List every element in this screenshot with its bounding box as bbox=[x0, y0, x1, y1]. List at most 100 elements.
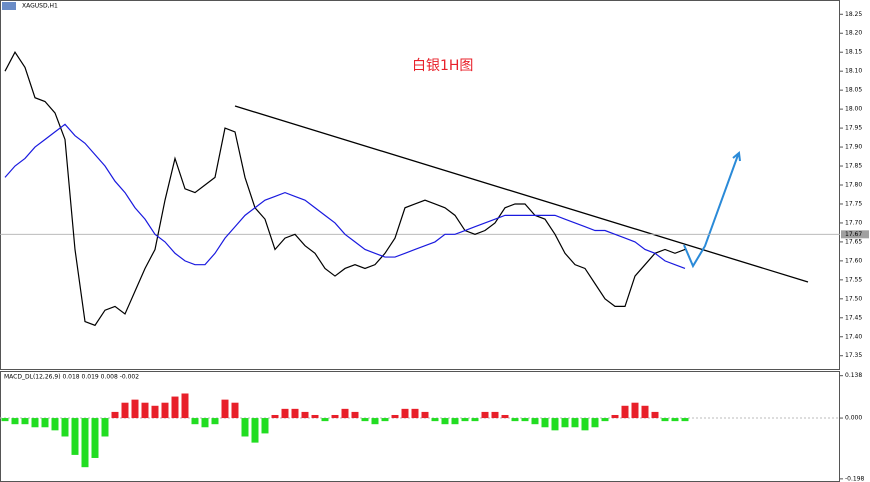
macd-bar bbox=[611, 414, 619, 419]
macd-bar bbox=[81, 418, 89, 468]
macd-bar bbox=[301, 411, 309, 419]
macd-bar bbox=[131, 399, 139, 419]
forecast-arrow bbox=[683, 154, 739, 269]
macd-bar bbox=[411, 408, 419, 419]
macd-bar bbox=[141, 402, 149, 419]
macd-bar bbox=[331, 414, 339, 419]
macd-bar bbox=[431, 418, 439, 422]
macd-bar bbox=[661, 418, 669, 422]
macd-bar bbox=[241, 418, 249, 437]
y-tick-label: 17.55 bbox=[845, 276, 862, 283]
macd-bar bbox=[61, 418, 69, 437]
macd-bar bbox=[151, 405, 159, 419]
macd-bar bbox=[71, 418, 79, 455]
y-tick-label: 18.05 bbox=[845, 87, 862, 94]
macd-bar bbox=[211, 418, 219, 425]
y-tick-label: 18.15 bbox=[845, 49, 862, 56]
macd-bar bbox=[591, 418, 599, 428]
macd-bar bbox=[501, 414, 509, 419]
macd-bar bbox=[671, 418, 679, 422]
y-tick-label: 17.65 bbox=[845, 238, 862, 245]
macd-bar bbox=[321, 418, 329, 422]
macd-bar bbox=[351, 411, 359, 419]
macd-bar bbox=[181, 393, 189, 419]
macd-bar bbox=[551, 418, 559, 431]
macd-bar bbox=[91, 418, 99, 458]
last-price-label: 17.67 bbox=[845, 231, 862, 238]
macd-bar bbox=[1, 418, 9, 422]
y-tick-label: 17.75 bbox=[845, 200, 862, 207]
last-price-box bbox=[841, 230, 869, 239]
macd-bar bbox=[401, 408, 409, 419]
y-tick-label: -0.198 bbox=[845, 475, 865, 482]
annotation: 白银1H图 bbox=[412, 58, 473, 74]
macd-bar bbox=[161, 402, 169, 419]
y-tick-label: 17.85 bbox=[845, 163, 862, 170]
symbol-icon bbox=[2, 2, 16, 10]
macd-bar bbox=[531, 418, 539, 425]
macd-bar bbox=[641, 405, 649, 419]
macd-bar bbox=[261, 418, 269, 434]
macd-bar bbox=[191, 418, 199, 425]
price-panel bbox=[0, 0, 840, 370]
y-tick-label: 0.000 bbox=[845, 415, 862, 422]
macd-bar bbox=[361, 418, 369, 422]
y-tick-label: 17.80 bbox=[845, 182, 862, 189]
y-tick-label: 17.35 bbox=[845, 352, 862, 359]
macd-bar bbox=[281, 408, 289, 419]
macd-bar bbox=[381, 418, 389, 422]
macd-bar bbox=[221, 399, 229, 419]
y-tick-label: 0.138 bbox=[845, 372, 862, 379]
y-tick-label: 18.25 bbox=[845, 11, 862, 18]
trend-line bbox=[234, 105, 809, 283]
y-tick-label: 17.70 bbox=[845, 219, 862, 226]
macd-bar bbox=[51, 418, 59, 431]
macd-bar bbox=[371, 418, 379, 425]
macd-title: MACD_DL(12,26,9) 0.018 0.019 0.008 -0.00… bbox=[4, 374, 139, 381]
price-line bbox=[4, 51, 686, 327]
macd-bar bbox=[651, 411, 659, 419]
macd-bar bbox=[491, 411, 499, 419]
macd-bar bbox=[541, 418, 549, 428]
macd-bar bbox=[571, 418, 579, 428]
y-tick-label: 17.90 bbox=[845, 144, 862, 151]
macd-bar bbox=[601, 418, 609, 422]
macd-bar bbox=[621, 405, 629, 419]
macd-bar bbox=[231, 402, 239, 419]
macd-bar bbox=[421, 411, 429, 419]
macd-bar bbox=[631, 402, 639, 419]
macd-bar bbox=[171, 396, 179, 419]
macd-bar bbox=[521, 418, 529, 422]
macd-bar bbox=[41, 418, 49, 428]
macd-bar bbox=[461, 418, 469, 422]
macd-bar bbox=[581, 418, 589, 431]
macd-bar bbox=[101, 418, 109, 437]
y-tick-label: 17.50 bbox=[845, 295, 862, 302]
macd-bar bbox=[341, 408, 349, 419]
macd-bar bbox=[441, 418, 449, 425]
macd-bar bbox=[561, 418, 569, 428]
macd-bar bbox=[271, 414, 279, 419]
y-tick-label: 17.40 bbox=[845, 333, 862, 340]
y-tick-label: 18.00 bbox=[845, 106, 862, 113]
macd-bar bbox=[311, 414, 319, 419]
macd-bar bbox=[121, 402, 129, 419]
macd-panel bbox=[0, 371, 840, 482]
y-tick-label: 17.45 bbox=[845, 314, 862, 321]
macd-bar bbox=[681, 418, 689, 422]
y-tick-label: 17.60 bbox=[845, 257, 862, 264]
macd-bar bbox=[471, 418, 479, 422]
macd-bar bbox=[31, 418, 39, 428]
macd-bar bbox=[111, 411, 119, 419]
macd-bar bbox=[291, 408, 299, 419]
macd-bar bbox=[481, 411, 489, 419]
macd-bar bbox=[11, 418, 19, 425]
macd-bar bbox=[391, 414, 399, 419]
y-tick-label: 18.20 bbox=[845, 30, 862, 37]
y-tick-label: 17.95 bbox=[845, 125, 862, 132]
macd-bar bbox=[21, 418, 29, 425]
chart-title: XAGUSD,H1 bbox=[22, 3, 58, 10]
macd-bar bbox=[251, 418, 259, 443]
